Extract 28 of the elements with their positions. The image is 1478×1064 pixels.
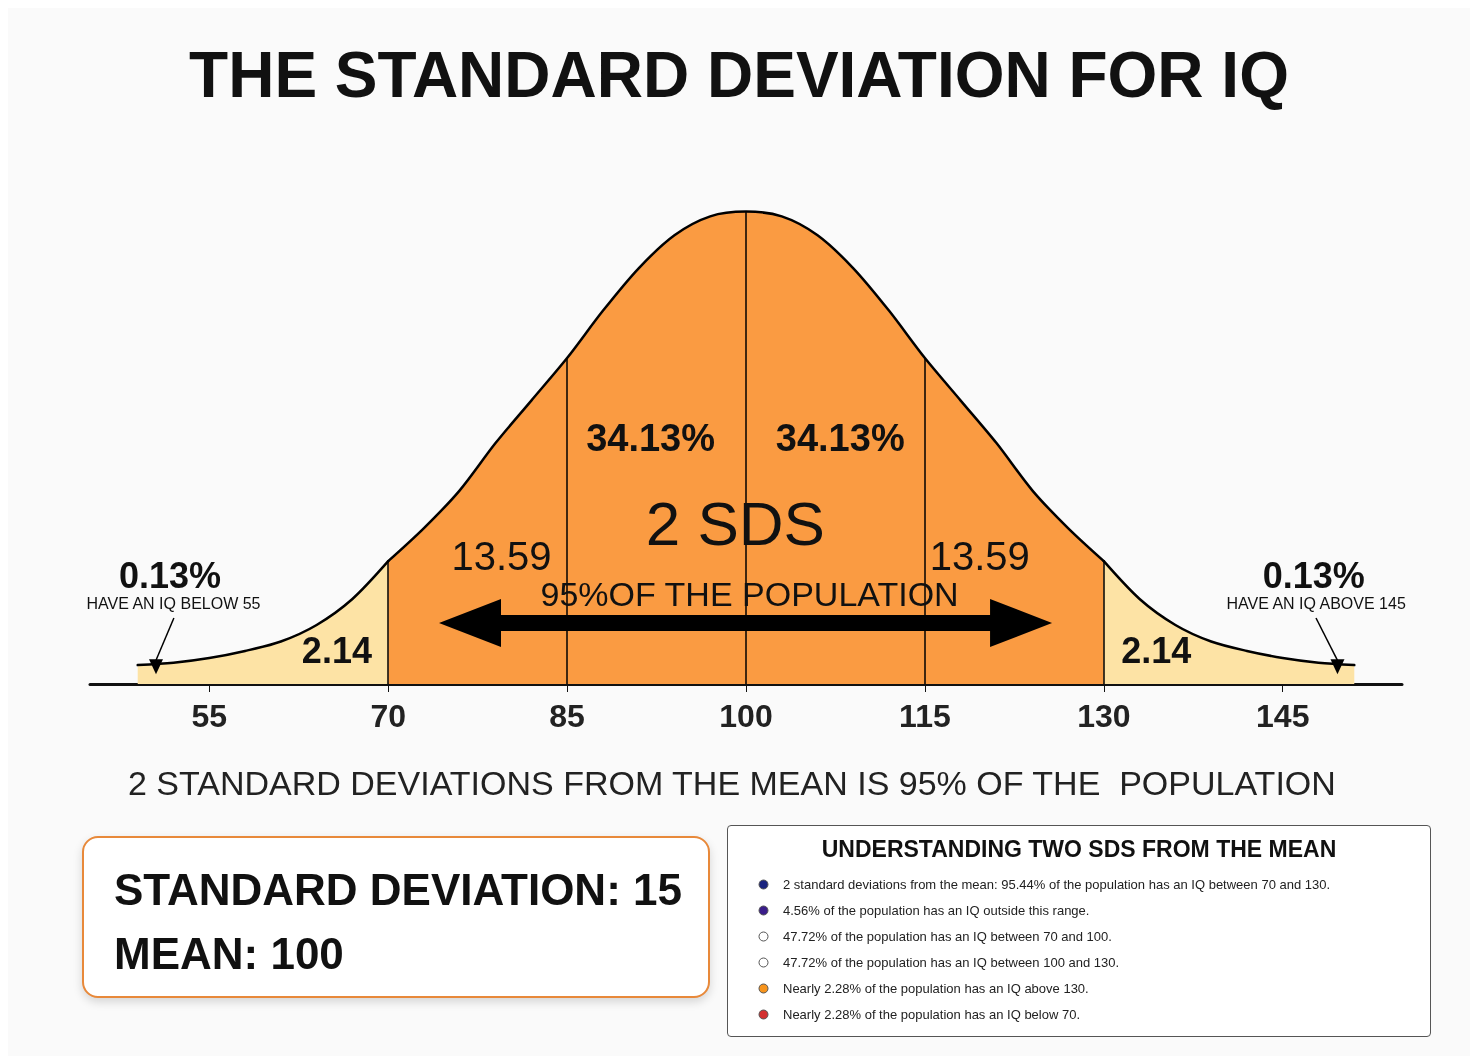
annotation: HAVE AN IQ ABOVE 145 xyxy=(1226,595,1406,613)
x-tick-label: 85 xyxy=(549,698,585,734)
text: 47.72% of the population has an IQ between 70 and 100. xyxy=(783,928,1112,944)
x-tick-label: 130 xyxy=(1077,698,1131,734)
text: 47.72% of the population has an IQ between 100 and 130. xyxy=(783,954,1120,970)
annotation: 0.13% xyxy=(118,554,221,596)
text: Nearly 2.28% of the population has an IQ above 130. xyxy=(783,980,1089,996)
text: 2 standard deviations from the mean: 95.44% of the population has an IQ between 70 and 130. xyxy=(783,876,1331,892)
annotation: HAVE AN IQ BELOW 55 xyxy=(86,595,261,613)
x-tick-label: 100 xyxy=(719,698,773,734)
annotation: 2.14 xyxy=(301,630,372,672)
text: MEAN: 100 xyxy=(114,928,345,980)
text: STANDARD DEVIATION: 15 xyxy=(114,864,682,916)
annotation: 34.13% xyxy=(775,417,905,460)
x-tick-label: 70 xyxy=(370,698,406,734)
text: 4.56% of the population has an IQ outside this range. xyxy=(783,902,1090,918)
text: Nearly 2.28% of the population has an IQ below 70. xyxy=(783,1006,1081,1022)
x-tick-label: 115 xyxy=(899,698,951,734)
annotation: 34.13% xyxy=(586,417,716,460)
text: UNDERSTANDING TWO SDS FROM THE MEAN xyxy=(820,836,1338,863)
x-tick-label: 145 xyxy=(1256,698,1310,734)
x-tick-label: 55 xyxy=(191,698,228,734)
annotation: 13.59 xyxy=(451,534,552,579)
annotation: 2.14 xyxy=(1121,630,1192,672)
annotation: 13.59 xyxy=(929,534,1030,579)
chart-title: THE STANDARD DEVIATION FOR IQ xyxy=(189,39,1289,111)
annotation: 0.13% xyxy=(1262,554,1365,596)
text: 2 STANDARD DEVIATIONS FROM THE MEAN IS 95% OF THE POPULATION xyxy=(128,764,1337,803)
